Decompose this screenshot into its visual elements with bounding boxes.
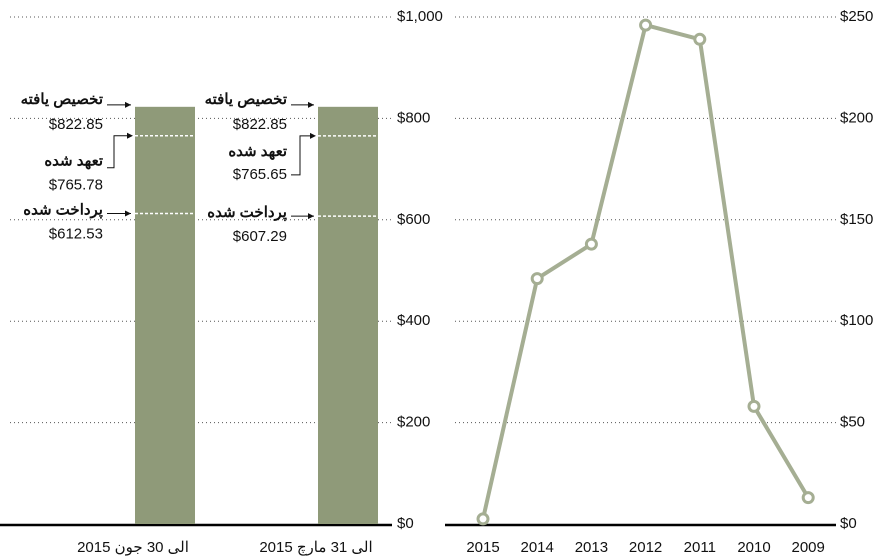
- line-series: [481, 23, 810, 520]
- arrow-head: [308, 213, 314, 220]
- y-tick-label: $400: [397, 312, 430, 329]
- y-tick-label: $100: [840, 312, 873, 329]
- leader-line: [291, 135, 312, 176]
- data-point: [693, 32, 707, 46]
- annotation-value: $765.78: [49, 177, 103, 194]
- x-tick-label: الی 31 مارچ 2015: [259, 539, 372, 556]
- annotation-label: تخصیص یافته: [205, 91, 287, 108]
- bar: [318, 106, 378, 524]
- x-tick-label: 2012: [629, 539, 662, 556]
- arrow-head: [310, 132, 316, 139]
- x-tick-label: 2011: [684, 539, 716, 556]
- y-tick-label: $0: [397, 515, 414, 532]
- arrow-head: [125, 101, 131, 108]
- y-tick-label: $600: [397, 211, 430, 228]
- annotation-value: $607.29: [233, 228, 287, 245]
- x-tick-label: 2015: [466, 539, 499, 556]
- y-tick-label: $200: [397, 414, 430, 431]
- arrow-head: [125, 210, 131, 217]
- x-tick-label: 2009: [792, 539, 825, 556]
- annotation-label: تعهد شده: [228, 143, 287, 160]
- data-point: [530, 272, 544, 286]
- data-point: [801, 491, 815, 505]
- x-tick-label: الی 30 جون 2015: [77, 539, 189, 556]
- x-tick-label: 2010: [737, 539, 770, 556]
- y-tick-label: $800: [397, 109, 430, 126]
- annotation-label: تعهد شده: [44, 153, 103, 170]
- annotation-value: $822.85: [49, 116, 103, 133]
- data-point: [476, 512, 490, 526]
- bar: [135, 106, 195, 524]
- arrow-head: [127, 132, 133, 139]
- annotation-value: $612.53: [49, 225, 103, 242]
- y-tick-label: $1,000: [397, 8, 443, 25]
- annotation-label: پرداخت شده: [207, 204, 287, 222]
- annotation-value: $822.85: [233, 116, 287, 133]
- data-point: [747, 399, 761, 413]
- y-tick-label: $0: [840, 515, 857, 532]
- x-tick-label: 2013: [575, 539, 608, 556]
- arrow-head: [308, 101, 314, 108]
- leader-line: [107, 135, 129, 169]
- annotation-label: پرداخت شده: [23, 201, 103, 219]
- annotation-label: تخصیص یافته: [21, 91, 103, 108]
- x-tick-label: 2014: [521, 539, 554, 556]
- y-tick-label: $50: [840, 414, 865, 431]
- y-tick-label: $200: [840, 109, 873, 126]
- y-tick-label: $250: [840, 8, 873, 25]
- annotation-value: $765.65: [233, 166, 287, 183]
- data-point: [639, 18, 653, 32]
- y-tick-label: $150: [840, 211, 873, 228]
- data-point: [584, 237, 598, 251]
